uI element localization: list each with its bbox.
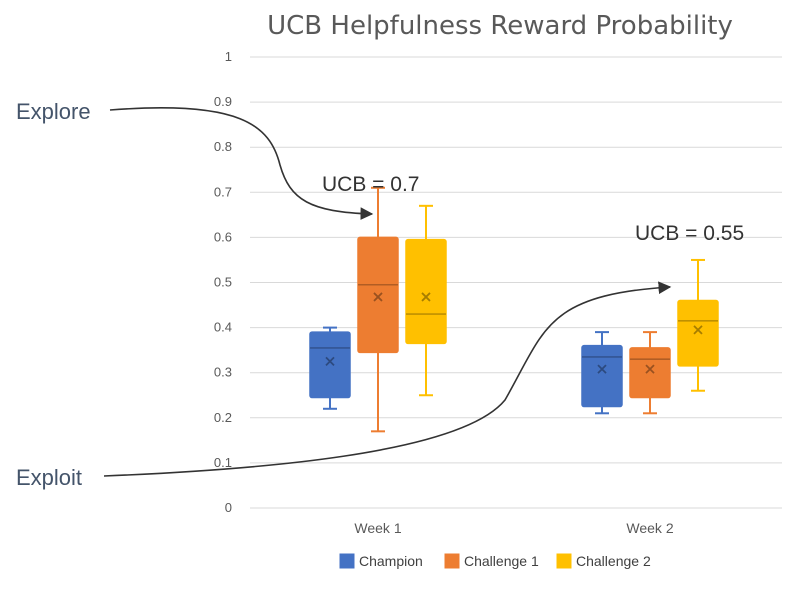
exploit-label: Exploit	[16, 465, 82, 490]
y-tick-label: 0.7	[214, 184, 232, 199]
explore-label: Explore	[16, 99, 91, 124]
y-tick-label: 0.5	[214, 275, 232, 290]
legend-swatch	[556, 553, 572, 569]
y-tick-label: 0	[225, 500, 232, 515]
mean-marker	[421, 292, 431, 302]
box	[309, 331, 351, 399]
x-category-label: Week 1	[354, 520, 401, 536]
series-challenge-1	[357, 186, 671, 433]
legend-swatch	[444, 553, 460, 569]
y-tick-label: 0.3	[214, 365, 232, 380]
mean-marker	[645, 364, 655, 374]
mean-marker	[597, 364, 607, 374]
legend-swatch	[339, 553, 355, 569]
legend-label: Challenge 1	[464, 553, 539, 569]
y-tick-label: 1	[225, 49, 232, 64]
y-axis-tick-labels: 0 0.1 0.2 0.3 0.4 0.5 0.6 0.7 0.8 0.9 1	[214, 49, 232, 515]
ucb-week1-label: UCB = 0.7	[322, 173, 419, 196]
box	[677, 299, 719, 367]
series-challenge-2	[405, 204, 719, 397]
chart-title: UCB Helpfulness Reward Probability	[267, 11, 733, 41]
box	[581, 344, 623, 408]
box	[357, 236, 399, 354]
ucb-week2-label: UCB = 0.55	[635, 222, 744, 245]
legend: Champion Challenge 1 Challenge 2	[339, 553, 651, 569]
y-tick-label: 0.9	[214, 94, 232, 109]
y-tick-label: 0.1	[214, 455, 232, 470]
legend-label: Challenge 2	[576, 553, 651, 569]
box	[629, 347, 671, 399]
mean-marker	[693, 325, 703, 335]
series-champion	[309, 326, 623, 415]
y-tick-label: 0.8	[214, 139, 232, 154]
y-tick-label: 0.4	[214, 320, 232, 335]
mean-marker	[325, 356, 335, 367]
mean-marker	[373, 292, 383, 302]
gridlines	[250, 56, 782, 509]
y-tick-label: 0.2	[214, 410, 232, 425]
y-tick-label: 0.6	[214, 229, 232, 244]
legend-label: Champion	[359, 553, 423, 569]
exploit-arrow	[103, 281, 672, 477]
x-axis-category-labels: Week 1 Week 2	[354, 520, 673, 536]
x-category-label: Week 2	[626, 520, 673, 536]
box	[405, 238, 447, 345]
box-series	[309, 186, 719, 433]
explore-arrow	[109, 107, 374, 221]
